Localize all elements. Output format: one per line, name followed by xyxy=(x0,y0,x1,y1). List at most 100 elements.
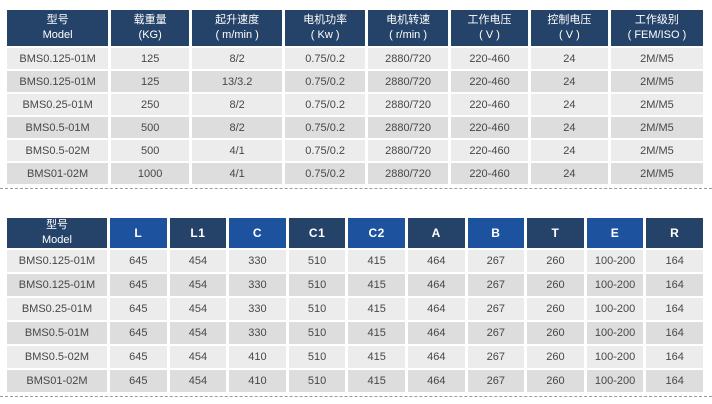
dimension-value-cell: 454 xyxy=(169,274,227,296)
model-cell: BMS0.5-01M xyxy=(7,117,109,138)
dimension-table-body: BMS0.125-01M 645 454 330 510 415 464 267 260 100-… xyxy=(7,250,703,392)
header-line-cn: 工作级别 xyxy=(634,14,679,27)
dimension-table-header: 型号 Model L L1 C C1 C2 A B T E R xyxy=(7,218,703,248)
dimension-value-cell: 330 xyxy=(229,322,286,344)
dimension-value-cell: 415 xyxy=(348,346,405,368)
header-line-cn: 控制电压 xyxy=(547,14,592,27)
model-cell: BMS0.125-01M xyxy=(7,71,109,92)
header-line-unit: Model xyxy=(42,29,73,41)
dimension-table-row: BMS0.25-01M 645 454 330 510 415 464 267 260 100-2… xyxy=(7,298,703,320)
dimension-column-header: C xyxy=(229,218,286,248)
spec-value-cell: 4/1 xyxy=(192,140,283,161)
spec-value-cell: 2M/M5 xyxy=(610,140,703,161)
header-line-cn: 起升速度 xyxy=(215,14,260,27)
spec-value-cell: 0.75/0.2 xyxy=(285,71,366,92)
dimension-column-header: L xyxy=(110,218,167,248)
spec-column-header: 电机功率 ( Kw ) xyxy=(285,10,366,46)
dimension-value-cell: 645 xyxy=(110,250,167,272)
spec-value-cell: 2880/720 xyxy=(368,163,449,184)
spec-value-cell: 0.75/0.2 xyxy=(285,163,366,184)
dimension-column-header: C1 xyxy=(288,218,346,248)
spec-table-row: BMS01-02M 1000 4/1 0.75/0.2 2880/720 220-460 2… xyxy=(7,163,703,184)
dimension-value-cell: 454 xyxy=(169,250,227,272)
spec-value-cell: 13/3.2 xyxy=(192,71,283,92)
dashed-divider-bottom-table xyxy=(0,396,712,397)
spec-value-cell: 2880/720 xyxy=(368,140,449,161)
model-cell: BMS0.125-01M xyxy=(7,250,107,272)
spec-table-row: BMS0.125-01M 125 8/2 0.75/0.2 2880/720 220-46… xyxy=(7,48,703,69)
spec-value-cell: 2M/M5 xyxy=(610,163,703,184)
dimension-table-row: BMS0.5-01M 645 454 330 510 415 464 267 260 100-20… xyxy=(7,322,703,344)
model-cell: BMS0.5-01M xyxy=(7,322,107,344)
header-line-unit: ( m/min ) xyxy=(215,29,259,41)
spec-value-cell: 0.75/0.2 xyxy=(285,117,366,138)
dimension-value-cell: 464 xyxy=(407,322,465,344)
header-line-cn: 工作电压 xyxy=(467,14,512,27)
dimension-value-cell: 100-200 xyxy=(586,274,644,296)
dimension-value-cell: 330 xyxy=(229,298,286,320)
dimension-value-cell: 164 xyxy=(646,274,703,296)
spec-value-cell: 2M/M5 xyxy=(610,71,703,92)
dimension-value-cell: 510 xyxy=(288,250,346,272)
spec-value-cell: 500 xyxy=(111,140,190,161)
dimension-value-cell: 415 xyxy=(348,274,405,296)
dimension-value-cell: 415 xyxy=(348,322,405,344)
dimension-value-cell: 454 xyxy=(169,370,227,392)
dimension-table-row: BMS0.125-01M 645 454 330 510 415 464 267 260 100-… xyxy=(7,274,703,296)
spec-value-cell: 125 xyxy=(111,71,190,92)
dimension-value-cell: 464 xyxy=(407,298,465,320)
spec-value-cell: 24 xyxy=(530,48,608,69)
spec-column-header: 载重量 (KG) xyxy=(111,10,190,46)
dimension-value-cell: 415 xyxy=(348,250,405,272)
spec-value-cell: 4/1 xyxy=(192,163,283,184)
dimension-column-header: L1 xyxy=(169,218,227,248)
spec-value-cell: 2880/720 xyxy=(368,71,449,92)
dimension-value-cell: 164 xyxy=(646,346,703,368)
spec-value-cell: 220-460 xyxy=(451,163,528,184)
spec-value-cell: 220-460 xyxy=(451,48,528,69)
dashed-divider-top-table xyxy=(0,188,712,189)
spec-table-row: BMS0.25-01M 250 8/2 0.75/0.2 2880/720 220-460… xyxy=(7,94,703,115)
spec-table-row: BMS0.5-02M 500 4/1 0.75/0.2 2880/720 220-460 2… xyxy=(7,140,703,161)
model-cell: BMS0.125-01M xyxy=(7,274,107,296)
header-line-cn: 型号 xyxy=(46,14,69,27)
dimension-value-cell: 410 xyxy=(229,370,286,392)
dimension-value-cell: 260 xyxy=(527,322,584,344)
header-line-cn: 电机转速 xyxy=(386,14,431,27)
dimension-value-cell: 464 xyxy=(407,250,465,272)
dimension-value-cell: 410 xyxy=(229,346,286,368)
dimension-value-cell: 510 xyxy=(288,322,346,344)
spec-table-row: BMS0.5-01M 500 8/2 0.75/0.2 2880/720 220-460 2… xyxy=(7,117,703,138)
spec-value-cell: 500 xyxy=(111,117,190,138)
spec-value-cell: 2880/720 xyxy=(368,94,449,115)
dimension-value-cell: 267 xyxy=(467,370,525,392)
dimension-value-cell: 267 xyxy=(467,250,525,272)
dimension-value-cell: 330 xyxy=(229,274,286,296)
dimension-value-cell: 510 xyxy=(288,298,346,320)
header-line-unit: (KG) xyxy=(138,29,162,41)
spec-value-cell: 2M/M5 xyxy=(610,117,703,138)
dimension-value-cell: 464 xyxy=(407,346,465,368)
header-line-cn: 电机功率 xyxy=(303,14,348,27)
spec-value-cell: 8/2 xyxy=(192,94,283,115)
spec-table-row: BMS0.125-01M 125 13/3.2 0.75/0.2 2880/720 220… xyxy=(7,71,703,92)
header-line-unit: ( V ) xyxy=(479,29,500,41)
dimension-value-cell: 260 xyxy=(527,250,584,272)
dimension-value-cell: 645 xyxy=(110,274,167,296)
model-cell: BMS0.5-02M xyxy=(7,346,107,368)
dimension-value-cell: 415 xyxy=(348,298,405,320)
spec-table-header: 型号 Model 载重量 (KG) 起升速度 ( m/min ) 电机功率 ( Kw ) 电机转… xyxy=(7,10,703,46)
spec-value-cell: 220-460 xyxy=(451,117,528,138)
dimension-value-cell: 645 xyxy=(110,322,167,344)
dimension-column-header: C2 xyxy=(348,218,405,248)
spec-column-header: 工作级别 ( FEM/ISO ) xyxy=(610,10,703,46)
dimension-value-cell: 164 xyxy=(646,370,703,392)
dimension-value-cell: 260 xyxy=(527,346,584,368)
spec-column-header: 工作电压 ( V ) xyxy=(451,10,528,46)
spec-value-cell: 8/2 xyxy=(192,117,283,138)
spec-value-cell: 24 xyxy=(530,117,608,138)
dimension-table-row: BMS01-02M 645 454 410 510 415 464 267 260 100-200… xyxy=(7,370,703,392)
dimension-value-cell: 645 xyxy=(110,370,167,392)
model-cell: BMS01-02M xyxy=(7,370,107,392)
spec-value-cell: 8/2 xyxy=(192,48,283,69)
